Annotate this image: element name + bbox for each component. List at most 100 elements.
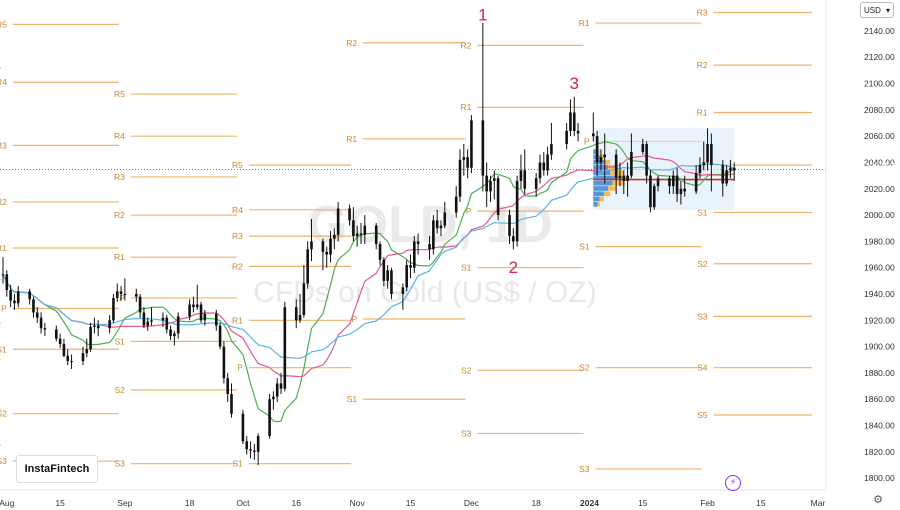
candle-body xyxy=(550,144,553,155)
candle xyxy=(1,257,5,284)
pivot-label: P xyxy=(1,303,7,313)
candle-body xyxy=(363,225,367,235)
candle xyxy=(279,372,283,394)
candle xyxy=(409,254,412,279)
lightning-icon[interactable]: ⚡ xyxy=(725,475,741,491)
candles xyxy=(1,23,736,466)
candle xyxy=(614,149,618,195)
candle xyxy=(302,265,306,318)
pivot-label: R1 xyxy=(114,252,125,262)
candle-body xyxy=(325,251,329,255)
candle xyxy=(112,294,115,323)
currency-selector[interactable]: USD ▾ xyxy=(860,2,894,18)
instafintech-logo: InstaFintech xyxy=(16,455,98,483)
volume-bar-sell xyxy=(603,159,611,165)
candle xyxy=(188,299,191,321)
x-tick-label: Oct xyxy=(236,498,250,508)
countdown: 13:56:44 xyxy=(867,171,899,180)
pivot-label: R2 xyxy=(461,40,472,50)
pivot-label: P xyxy=(584,136,590,146)
candle-body xyxy=(165,317,169,330)
candle-body xyxy=(546,154,549,171)
candle-body xyxy=(694,172,698,192)
candle xyxy=(645,141,648,184)
candle-body xyxy=(454,196,458,213)
candle-body xyxy=(706,144,709,163)
pivot-label: S2 xyxy=(697,259,708,269)
candle-body xyxy=(725,170,728,184)
y-tick-label: 1900.00 xyxy=(864,342,895,352)
pivot-label: S2 xyxy=(461,365,472,375)
candle-body xyxy=(656,178,660,187)
candle-body xyxy=(294,307,298,321)
candle xyxy=(245,436,249,455)
pivot-label: P xyxy=(237,363,243,373)
candle xyxy=(569,99,572,137)
candle xyxy=(363,215,367,245)
x-tick-label: Nov xyxy=(350,498,366,508)
candle xyxy=(241,409,245,444)
candle-body xyxy=(16,291,20,304)
candle-body xyxy=(176,316,180,334)
candle xyxy=(508,209,511,245)
y-tick-label: 1940.00 xyxy=(864,289,895,299)
y-tick-label: 2120.00 xyxy=(864,52,895,62)
y-axis[interactable]: 1800.00 1820.00 1840.00 1860.00 1880.00 1900.… xyxy=(825,0,895,490)
x-tick-label: 18 xyxy=(531,498,541,508)
candle-body xyxy=(641,144,645,152)
candle xyxy=(572,96,576,137)
candle xyxy=(435,209,439,234)
candle-body xyxy=(382,259,386,281)
candle xyxy=(32,296,35,318)
chevron-down-icon: ▾ xyxy=(885,5,890,15)
candle-body xyxy=(39,317,43,329)
candle xyxy=(496,175,500,221)
candle-body xyxy=(576,130,580,134)
y-tick-label: 2080.00 xyxy=(864,105,895,115)
x-axis[interactable]: Aug 15 Sep 18 Oct 16 Nov 15 Dec 18 2024 15 Feb 15 Mar xyxy=(0,489,826,508)
pivot-label: R4 xyxy=(0,77,7,87)
candle xyxy=(485,162,488,208)
candle xyxy=(146,317,150,331)
pivot-label: R1 xyxy=(346,134,357,144)
volume-bar-buy xyxy=(593,186,609,191)
candle-body xyxy=(329,238,332,255)
y-tick-label: 1920.00 xyxy=(864,315,895,325)
candle-body xyxy=(306,249,309,284)
candle xyxy=(470,115,473,173)
pivot-label: R2 xyxy=(232,261,243,271)
candle-body xyxy=(142,312,146,326)
candle-body xyxy=(123,294,127,296)
candle-body xyxy=(146,321,150,326)
candle-body xyxy=(466,157,469,168)
candle xyxy=(538,154,542,184)
gear-icon[interactable]: ⚙ xyxy=(873,493,883,506)
candle-body xyxy=(249,449,252,451)
candle xyxy=(374,222,378,250)
pivot-label: R4 xyxy=(232,205,243,215)
candle-body xyxy=(432,220,435,250)
candle xyxy=(405,259,408,292)
volume-bar-sell xyxy=(608,186,617,191)
candle xyxy=(565,123,568,150)
candle-body xyxy=(115,291,119,298)
candle xyxy=(336,201,340,242)
candle-body xyxy=(203,313,207,321)
pivot-label: R3 xyxy=(0,140,7,150)
candle-body xyxy=(58,338,62,344)
volume-bar-sell xyxy=(599,154,604,160)
volume-bar-buy xyxy=(593,175,615,181)
candle-body xyxy=(401,287,405,295)
candle xyxy=(325,246,329,268)
x-tick-label: 15 xyxy=(756,498,766,508)
candle-body xyxy=(668,178,671,187)
candle xyxy=(523,149,527,195)
candle-body xyxy=(515,180,519,242)
candle-body xyxy=(519,170,523,181)
volume-bar-buy xyxy=(593,201,598,207)
candle-body xyxy=(622,175,626,181)
candle xyxy=(115,283,119,302)
candle xyxy=(275,378,279,402)
y-tick-label: 1800.00 xyxy=(864,473,895,483)
